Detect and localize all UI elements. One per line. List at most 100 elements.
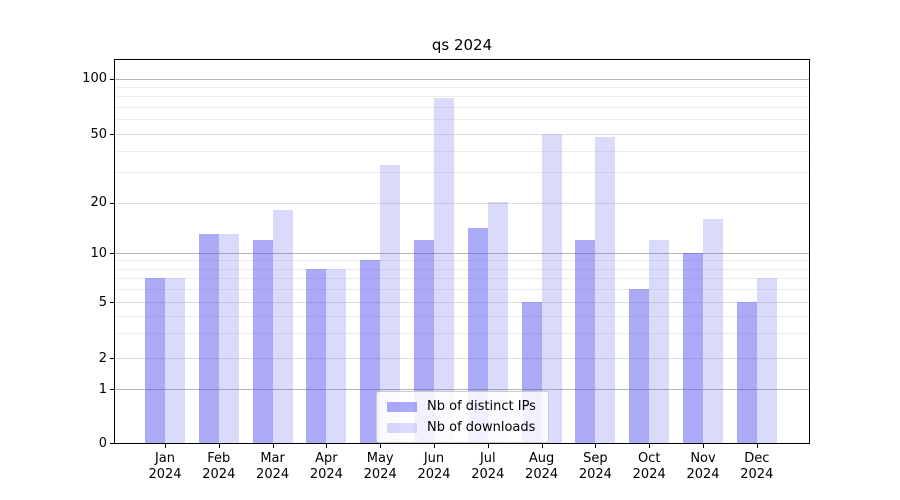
y-tick-label: 10 — [90, 245, 107, 261]
bar-ips-oct — [629, 289, 650, 443]
y-tick-label: 20 — [90, 195, 107, 210]
chart-title: qs 2024 — [431, 36, 493, 54]
x-tick-label: Sep 2024 — [563, 451, 627, 483]
gridlines-layer — [115, 60, 809, 443]
x-tick-year: 2024 — [740, 467, 774, 482]
x-tick-label: Jun 2024 — [402, 451, 466, 483]
x-tick-month: Dec — [744, 451, 770, 466]
x-tick-mark — [595, 444, 597, 448]
x-tick-month: Aug — [528, 451, 555, 466]
bar-ips-feb — [198, 234, 219, 443]
x-tick-label: Jan 2024 — [133, 451, 197, 483]
bar-ips-jan — [145, 278, 165, 443]
x-tick-year: 2024 — [256, 467, 290, 482]
gridline-minor — [115, 172, 809, 174]
x-tick-mark — [487, 444, 489, 448]
x-tick-label: Feb 2024 — [187, 451, 251, 483]
y-tick-label: 5 — [98, 294, 107, 310]
x-tick-month: Feb — [207, 451, 231, 466]
y-tick-mark — [110, 253, 114, 254]
y-tick-label: 0 — [98, 435, 107, 451]
y-tick-mark — [110, 443, 114, 444]
x-tick-year: 2024 — [148, 467, 182, 482]
bar-downloads-nov — [703, 219, 723, 443]
x-tick-mark — [434, 444, 435, 448]
legend: Nb of distinct IPs Nb of downloads — [376, 391, 549, 443]
gridline-5 — [115, 302, 809, 303]
bar-ips-may — [360, 260, 381, 443]
x-tick-month: Nov — [690, 451, 716, 466]
bar-downloads-may — [380, 165, 401, 443]
bar-downloads-oct — [649, 240, 670, 443]
x-tick-year: 2024 — [471, 467, 505, 482]
plot-area — [114, 59, 810, 444]
bar-ips-nov — [683, 253, 703, 443]
x-tick-mark — [649, 444, 651, 448]
gridline-minor — [115, 278, 809, 280]
y-tick-mark — [110, 389, 114, 390]
x-tick-month: Jun — [423, 451, 445, 466]
y-tick-mark — [110, 358, 114, 359]
x-tick-mark — [703, 444, 704, 448]
gridline-minor — [115, 119, 809, 121]
x-tick-label: Nov 2024 — [671, 451, 735, 483]
x-tick-year: 2024 — [525, 467, 559, 482]
x-tick-year: 2024 — [202, 467, 236, 482]
bar-downloads-aug — [541, 134, 562, 443]
x-tick-month: Jan — [154, 451, 176, 466]
x-tick-mark — [218, 444, 220, 448]
bar-downloads-sep — [595, 137, 616, 443]
bar-downloads-jan — [165, 278, 185, 443]
bar-downloads-dec — [756, 278, 777, 443]
x-tick-year: 2024 — [686, 467, 720, 482]
bar-downloads-jul — [487, 202, 508, 443]
gridline-minor — [115, 289, 809, 291]
gridline-minor — [115, 107, 809, 109]
gridline-50 — [115, 134, 809, 135]
x-tick-mark — [756, 444, 758, 448]
y-tick-mark — [110, 202, 114, 204]
gridline-minor — [115, 268, 809, 270]
x-tick-year: 2024 — [578, 467, 612, 482]
bar-downloads-jun — [434, 98, 454, 443]
gridline-10 — [115, 253, 809, 254]
legend-item-downloads: Nb of downloads — [387, 420, 536, 435]
bar-ips-apr — [306, 269, 327, 443]
bar-ips-mar — [252, 240, 273, 443]
x-tick-year: 2024 — [363, 467, 397, 482]
legend-swatch-downloads — [387, 422, 417, 433]
x-tick-month: Mar — [260, 451, 285, 466]
x-tick-month: Sep — [583, 451, 608, 466]
gridline-minor — [115, 86, 809, 88]
gridline-minor — [115, 315, 809, 317]
x-tick-month: Oct — [637, 451, 661, 466]
y-tick-label: 50 — [90, 126, 107, 142]
x-tick-label: Apr 2024 — [294, 451, 358, 483]
gridline-1 — [115, 389, 809, 390]
gridline-100 — [115, 78, 809, 80]
y-tick-label: 1 — [98, 381, 107, 397]
x-tick-year: 2024 — [309, 467, 343, 482]
x-tick-label: Jul 2024 — [456, 451, 520, 483]
x-tick-mark — [326, 444, 328, 448]
gridline-2 — [115, 358, 809, 359]
x-tick-label: May 2024 — [348, 451, 412, 483]
bar-ips-dec — [736, 302, 757, 443]
x-tick-mark — [380, 444, 382, 448]
gridline-minor — [115, 150, 809, 152]
y-tick-mark — [110, 78, 114, 80]
x-tick-label: Aug 2024 — [510, 451, 574, 483]
x-tick-month: Apr — [315, 451, 338, 466]
x-tick-mark — [272, 444, 274, 448]
y-tick-label: 100 — [82, 71, 107, 86]
y-tick-mark — [110, 134, 114, 135]
legend-label-distinct-ips: Nb of distinct IPs — [427, 399, 536, 414]
legend-label-downloads: Nb of downloads — [427, 420, 536, 435]
gridline-20 — [115, 202, 809, 204]
bars-layer — [115, 60, 809, 443]
gridline-minor — [115, 260, 809, 262]
bar-downloads-mar — [272, 210, 293, 443]
x-tick-month: May — [366, 451, 394, 466]
bar-ips-jul — [467, 228, 488, 443]
